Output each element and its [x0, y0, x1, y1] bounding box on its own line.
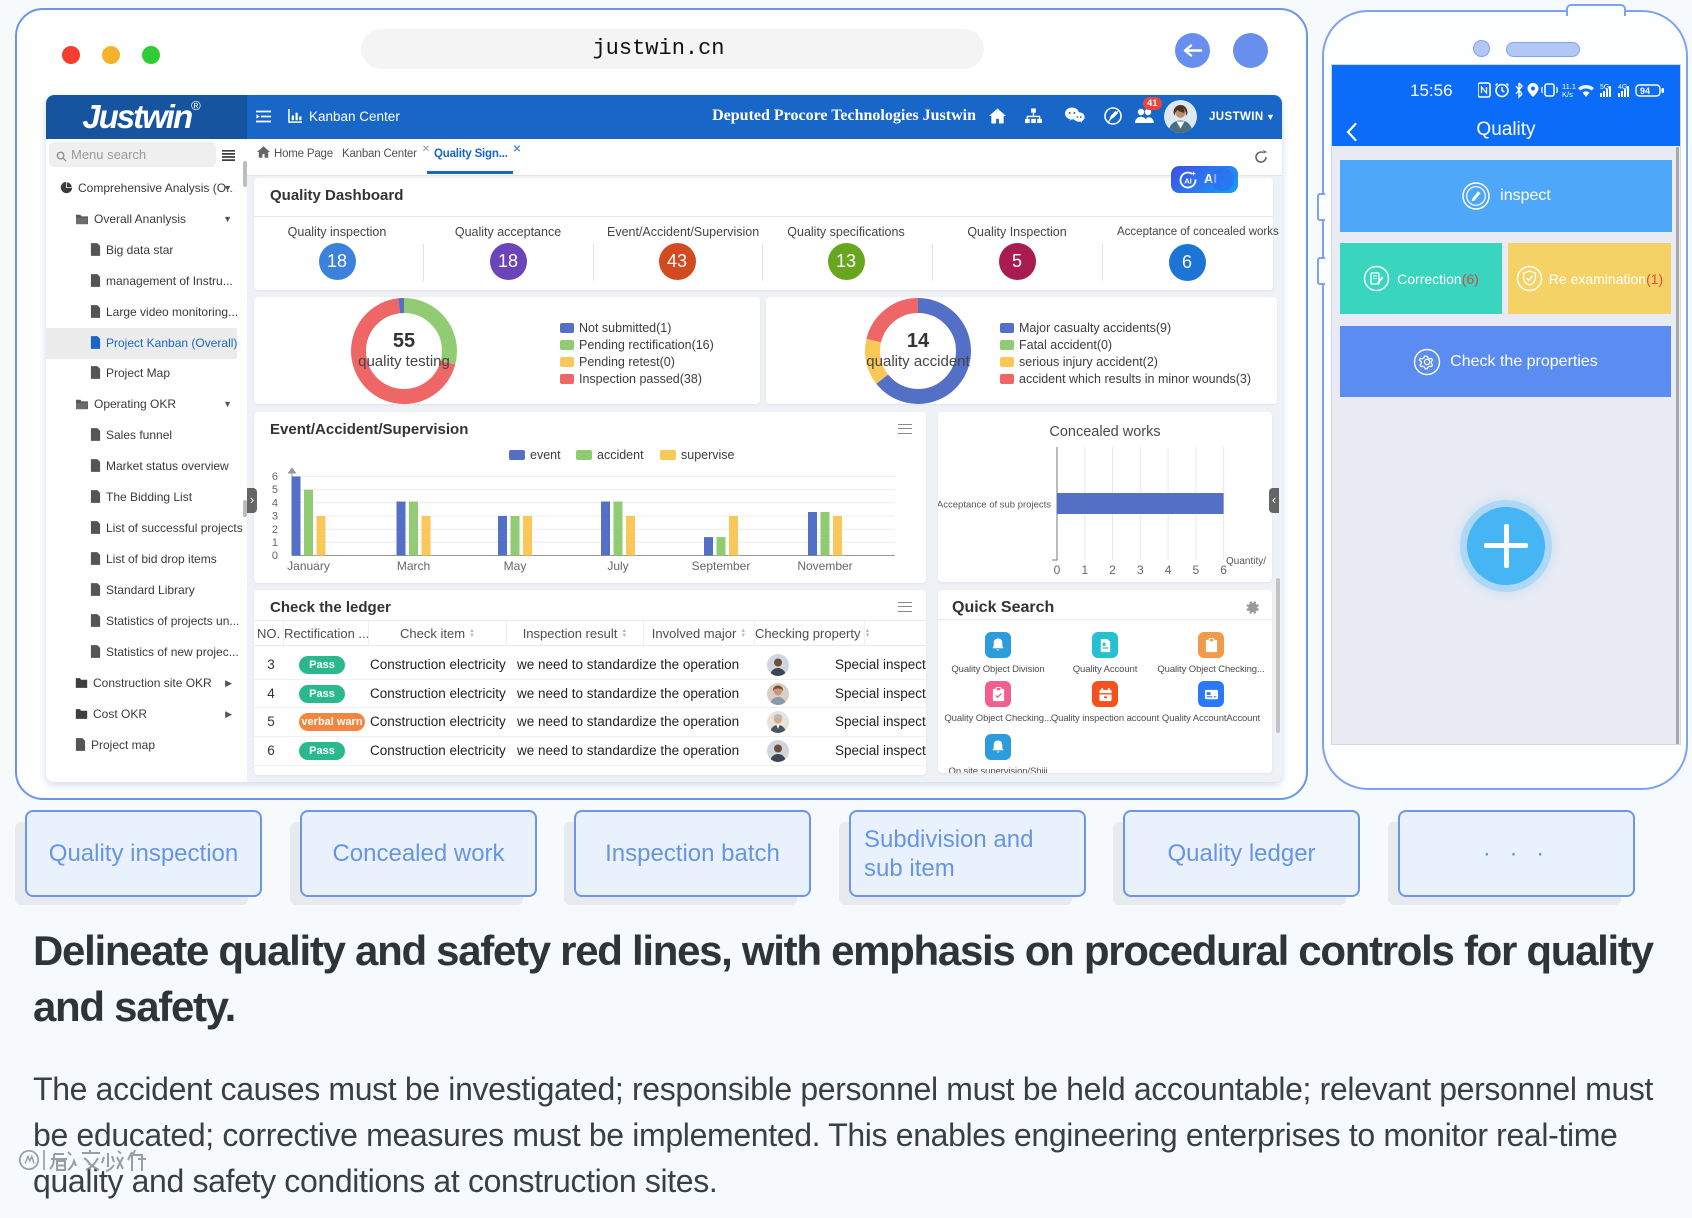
svg-text:3: 3: [272, 511, 278, 523]
svg-text:2: 2: [272, 524, 278, 536]
svg-text:2: 2: [1109, 563, 1116, 577]
svg-text:January: January: [287, 559, 330, 573]
svg-text:4: 4: [1165, 563, 1172, 577]
svg-text:0: 0: [1054, 563, 1061, 577]
svg-text:AI: AI: [1184, 176, 1192, 185]
svg-text:4: 4: [272, 498, 278, 510]
svg-text:5: 5: [1192, 563, 1199, 577]
svg-text:0: 0: [272, 550, 278, 562]
svg-text:4G: 4G: [1618, 84, 1627, 91]
svg-text:Quantity/: Quantity/: [1226, 556, 1266, 567]
svg-text:July: July: [607, 559, 628, 573]
svg-text:Acceptance of sub projects: Acceptance of sub projects: [938, 500, 1051, 511]
svg-text:1: 1: [1081, 563, 1088, 577]
svg-text:September: September: [692, 559, 751, 573]
svg-text:11.1: 11.1: [1562, 82, 1576, 91]
svg-text:6: 6: [272, 471, 278, 483]
svg-text:3: 3: [1137, 563, 1144, 577]
svg-text:5G: 5G: [1600, 84, 1609, 91]
svg-text:94: 94: [1640, 86, 1650, 96]
svg-text:May: May: [504, 559, 527, 573]
svg-text:6: 6: [1220, 563, 1227, 577]
svg-text:K/s: K/s: [1562, 90, 1573, 99]
svg-text:1: 1: [272, 537, 278, 549]
svg-text:November: November: [797, 559, 852, 573]
svg-text:March: March: [397, 559, 430, 573]
svg-text:5: 5: [272, 484, 278, 496]
